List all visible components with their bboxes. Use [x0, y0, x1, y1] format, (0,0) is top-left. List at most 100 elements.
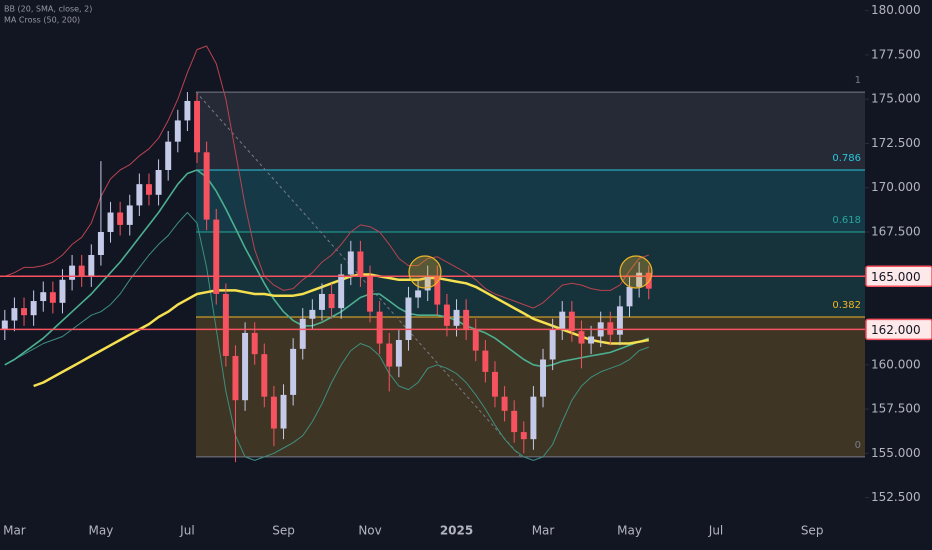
fib-level-label: 1 — [855, 75, 861, 86]
candle-body — [588, 336, 595, 344]
indicator-line — [4, 45, 649, 309]
candle-body — [367, 276, 374, 312]
highlight-circle — [619, 255, 653, 289]
candle-body — [530, 396, 537, 440]
candle-body — [203, 152, 210, 220]
candle-body — [21, 308, 28, 316]
candle-body — [347, 251, 354, 275]
y-tick-label: 170.000 — [871, 180, 921, 194]
candle-body — [290, 348, 297, 395]
fib-zone — [196, 92, 865, 170]
fibonacci: 1 0.786 0.618 0.382 0 — [196, 75, 865, 458]
candle-body — [386, 343, 393, 367]
candle-body — [232, 355, 239, 401]
price-label-box — [865, 318, 932, 341]
horizontal-lines — [0, 275, 865, 331]
candle-body — [261, 354, 268, 397]
fib-level-label: 0.382 — [832, 300, 861, 311]
fib-level-label: 0.786 — [832, 153, 861, 164]
x-tick-label: May — [617, 524, 642, 538]
candle-body — [145, 184, 152, 195]
candle-body — [568, 311, 575, 332]
candle-body — [126, 205, 133, 225]
fib-zone — [196, 231, 865, 317]
candle-body — [97, 231, 104, 255]
candle-body — [155, 170, 162, 195]
candle-body — [491, 371, 498, 397]
candle-body — [184, 100, 191, 121]
candle-body — [645, 272, 652, 289]
candle-body — [59, 279, 66, 303]
candle-body — [222, 293, 229, 356]
candles — [1, 92, 652, 463]
candle-body — [136, 184, 143, 206]
candle-body — [376, 311, 383, 344]
price-label: 162.000 — [871, 323, 921, 337]
x-tick-label: Sep — [272, 524, 295, 538]
x-tick-label: Nov — [358, 524, 381, 538]
candle-body — [549, 329, 556, 360]
x-tick-label: Mar — [3, 524, 26, 538]
candle-body — [30, 301, 37, 316]
candle-body — [520, 432, 527, 440]
candle-body — [213, 219, 220, 294]
fib-level-label: 0 — [855, 440, 861, 451]
candle-body — [88, 255, 95, 277]
fib-level-label: 0.618 — [832, 215, 861, 226]
candle-body — [482, 350, 489, 372]
indicator-label: MA Cross (50, 200) — [4, 16, 80, 25]
candle-body — [107, 212, 114, 232]
candle-body — [559, 311, 566, 330]
y-tick-label: 172.500 — [871, 136, 921, 150]
candle-body — [328, 293, 335, 309]
candle-body — [434, 276, 441, 305]
candle-body — [405, 297, 412, 340]
candle-body — [299, 318, 306, 349]
highlight-circle — [408, 255, 442, 289]
candle-body — [165, 141, 172, 170]
fib-zone — [196, 170, 865, 232]
x-tick-label: 2025 — [440, 524, 473, 538]
candle-body — [318, 293, 325, 310]
candle-body — [511, 410, 518, 433]
candle-body — [251, 332, 258, 355]
y-tick-label: 167.500 — [871, 224, 921, 238]
candle-body — [578, 331, 585, 344]
x-tick-label: May — [89, 524, 114, 538]
indicator-label: BB (20, SMA, close, 2) — [4, 5, 92, 14]
axes: 152.500 155.000 157.500 160.000 167.500 170.0… — [3, 3, 932, 538]
y-tick-label: 155.000 — [871, 446, 921, 460]
y-tick-label: 175.000 — [871, 92, 921, 106]
candle-body — [357, 251, 364, 277]
candle-body — [1, 320, 8, 330]
price-label: 165.000 — [871, 270, 921, 284]
candle-body — [338, 274, 345, 309]
candle-body — [443, 304, 450, 326]
candle-body — [424, 276, 431, 291]
x-tick-label: Jul — [708, 524, 723, 538]
candle-body — [626, 286, 633, 307]
y-tick-label: 180.000 — [871, 3, 921, 17]
candle-body — [78, 265, 85, 277]
candle-body — [453, 309, 460, 326]
y-tick-label: 177.500 — [871, 47, 921, 61]
y-tick-label: 157.500 — [871, 402, 921, 416]
candle-body — [415, 290, 422, 298]
x-tick-label: Jul — [179, 524, 194, 538]
candle-body — [540, 359, 547, 397]
candle-body — [309, 309, 316, 319]
candle-body — [501, 396, 508, 411]
candle-body — [49, 292, 56, 303]
candle-body — [607, 322, 614, 335]
y-tick-label: 152.500 — [871, 490, 921, 504]
candle-body — [242, 332, 249, 401]
candle-body — [117, 212, 124, 225]
candle-body — [636, 272, 643, 287]
candle-body — [616, 306, 623, 335]
candle-body — [11, 308, 18, 321]
indicator-line — [4, 212, 649, 461]
candle-body — [463, 309, 470, 330]
candle-body — [40, 292, 47, 302]
candle-body — [69, 265, 76, 280]
